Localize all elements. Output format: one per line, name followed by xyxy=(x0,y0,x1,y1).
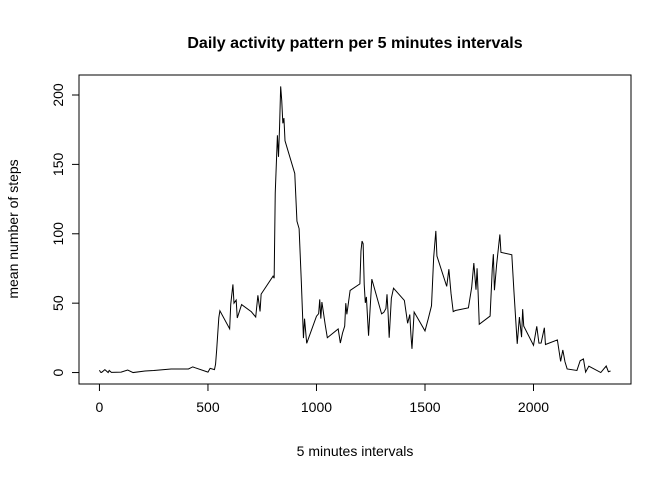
y-tick-label: 100 xyxy=(50,222,66,246)
x-tick-label: 500 xyxy=(196,399,220,415)
x-tick-label: 1500 xyxy=(409,399,440,415)
plot-box xyxy=(78,74,632,385)
x-axis-label: 5 minutes intervals xyxy=(297,443,414,459)
chart-title: Daily activity pattern per 5 minutes int… xyxy=(187,35,522,52)
x-tick-label: 1000 xyxy=(301,399,332,415)
y-tick-label: 150 xyxy=(50,153,66,177)
x-tick-label: 0 xyxy=(96,399,104,415)
y-tick-label: 200 xyxy=(50,83,66,107)
x-tick-label: 2000 xyxy=(518,399,549,415)
y-tick-label: 50 xyxy=(50,295,66,311)
y-axis-label: mean number of steps xyxy=(5,159,21,298)
data-line xyxy=(99,86,611,374)
y-tick-label: 0 xyxy=(50,368,66,376)
